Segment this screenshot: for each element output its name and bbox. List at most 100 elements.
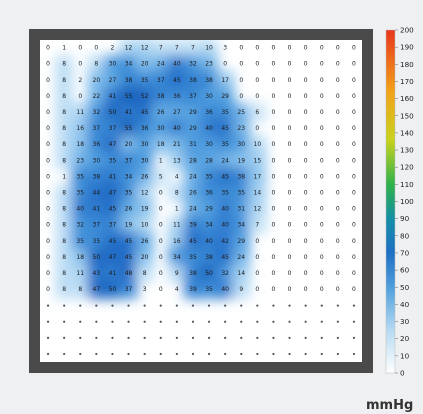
cell-value: 30 (93, 157, 101, 164)
sensor-dot (352, 352, 356, 356)
cell-value: 45 (221, 125, 229, 132)
scale-tick-label: 10 (400, 351, 410, 360)
cell-value: 0 (320, 109, 324, 116)
cell-value: 0 (320, 125, 324, 132)
cell-value: 0 (239, 45, 243, 52)
cell-value: 0 (320, 77, 324, 84)
heat-cell (232, 200, 251, 219)
cell-value: 0 (304, 238, 308, 245)
heat-cell (232, 280, 251, 299)
heat-cell (71, 135, 90, 154)
cell-value: 0 (336, 222, 340, 229)
cell-value: 55 (125, 125, 133, 132)
cell-value: 0 (304, 93, 308, 100)
cell-value: 0 (352, 189, 356, 196)
cell-value: 26 (141, 238, 149, 245)
sensor-dot (336, 336, 339, 339)
cell-value: 14 (254, 189, 262, 196)
cell-value: 8 (62, 238, 66, 245)
heat-cell (119, 248, 138, 267)
cell-value: 37 (109, 222, 117, 229)
cell-value: 0 (320, 254, 324, 261)
heat-cell (55, 103, 74, 122)
heat-cell (216, 200, 235, 219)
sensor-dot (127, 352, 130, 356)
cell-value: 24 (237, 254, 245, 261)
cell-value: 0 (352, 77, 356, 84)
cell-value: 35 (189, 254, 197, 261)
cell-value: 0 (272, 45, 276, 52)
sensor-dot (95, 304, 98, 307)
cell-value: 0 (336, 286, 340, 293)
sensor-dot (207, 304, 211, 307)
cell-value: 40 (205, 125, 213, 132)
sensor-dot (224, 320, 227, 323)
cell-value: 0 (336, 189, 340, 196)
cell-value: 37 (93, 222, 101, 229)
cell-value: 0 (304, 206, 308, 213)
cell-value: 45 (221, 254, 229, 261)
sensor-dot (143, 304, 146, 307)
heat-cell (103, 103, 122, 122)
cell-value: 0 (78, 45, 82, 52)
cell-value: 34 (237, 222, 245, 229)
heat-cell (183, 71, 202, 90)
cell-value: 0 (159, 238, 163, 245)
cell-value: 24 (189, 173, 197, 180)
heat-cell (216, 151, 235, 170)
cell-value: 0 (288, 109, 292, 116)
cell-value: 0 (46, 206, 50, 213)
scale-tick-label: 150 (400, 111, 414, 120)
cell-value: 0 (46, 61, 50, 68)
sensor-dot (46, 320, 50, 323)
heat-cell (103, 183, 122, 202)
cell-value: 45 (221, 173, 229, 180)
cell-value: 0 (320, 238, 324, 245)
heat-cell (232, 103, 251, 122)
heat-cell (232, 216, 251, 235)
cell-value: 45 (141, 109, 149, 116)
heat-cell (167, 151, 186, 170)
cell-value: 8 (175, 189, 179, 196)
cell-value: 0 (239, 93, 243, 100)
cell-value: 0 (272, 270, 276, 277)
scale-tick-label: 20 (400, 334, 410, 343)
cell-value: 13 (173, 157, 181, 164)
sensor-dots (46, 304, 356, 356)
cell-value: 50 (205, 270, 213, 277)
scale-tick-label: 120 (400, 163, 414, 172)
sensor-dot (240, 336, 243, 339)
cell-value: 8 (62, 109, 66, 116)
heat-cell (167, 183, 186, 202)
scale-tick-label: 140 (400, 128, 414, 137)
heat-cell (55, 151, 74, 170)
heat-cell (119, 135, 138, 154)
heat-cell (55, 87, 74, 106)
cell-value: 48 (125, 270, 133, 277)
heat-cell (248, 103, 267, 122)
cell-value: 8 (94, 61, 98, 68)
heat-cell (119, 55, 138, 74)
cell-value: 17 (254, 173, 262, 180)
cell-value: 23 (237, 125, 245, 132)
cell-value: 47 (109, 254, 117, 261)
cell-value: 35 (205, 173, 213, 180)
cell-value: 43 (93, 270, 101, 277)
cell-value: 0 (336, 270, 340, 277)
cell-value: 45 (109, 206, 117, 213)
cell-value: 37 (93, 125, 101, 132)
heat-cell (248, 135, 267, 154)
cell-value: 0 (336, 254, 340, 261)
cell-value: 36 (141, 125, 149, 132)
cell-value: 0 (288, 270, 292, 277)
heat-cell (87, 248, 106, 267)
cell-value: 0 (272, 173, 276, 180)
cell-value: 2 (78, 77, 82, 84)
cell-value: 0 (288, 206, 292, 213)
cell-value: 2 (111, 45, 115, 52)
cell-value: 47 (109, 189, 117, 196)
cell-value: 50 (109, 286, 117, 293)
cell-value: 24 (189, 206, 197, 213)
cell-value: 0 (288, 222, 292, 229)
sensor-dot (79, 304, 82, 307)
